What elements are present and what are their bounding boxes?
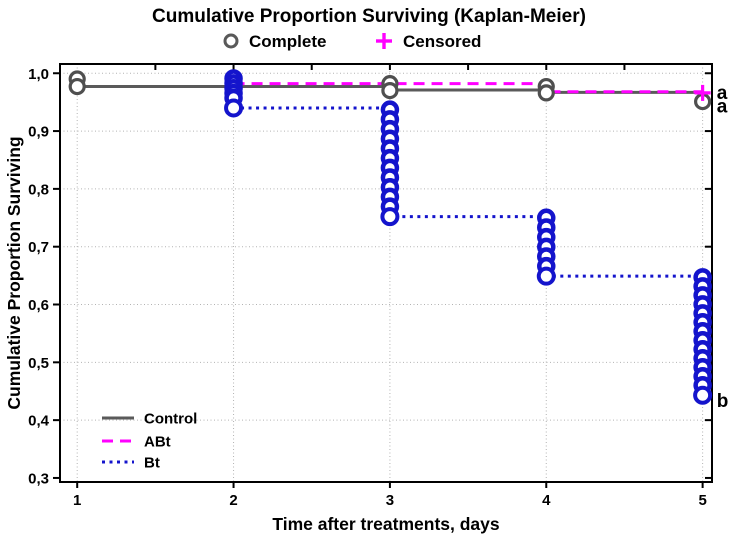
significance-letter: a: [717, 83, 728, 104]
x-axis-title: Time after treatments, days: [272, 514, 500, 534]
cluster-bottom-circle: [536, 266, 556, 286]
complete-marker: [537, 84, 555, 102]
x-tick-label: 1: [73, 492, 81, 509]
y-tick-label: 1,0: [28, 66, 49, 83]
y-tick-label: 0,9: [28, 124, 49, 141]
series-bt-line: [233, 106, 703, 278]
y-tick-label: 0,4: [28, 413, 50, 430]
data-layer: aa b: [68, 69, 729, 412]
complete-marker: [381, 81, 399, 100]
y-axis-title: Cumulative Proportion Surviving: [4, 136, 24, 409]
censored-marker-icon: [376, 33, 392, 49]
censored-legend-label: Censored: [403, 32, 481, 51]
plot-frame: [59, 63, 713, 483]
cluster-bottom-circle: [693, 385, 713, 405]
legend-series-label: Bt: [144, 455, 160, 472]
chart-title: Cumulative Proportion Surviving (Kaplan-…: [152, 6, 586, 27]
x-tick-label: 4: [542, 492, 551, 509]
cluster-bottom-circle: [224, 98, 244, 118]
complete-marker: [68, 77, 86, 96]
series-legend: Control ABt Bt: [102, 411, 197, 472]
y-tick-label: 0,7: [28, 239, 49, 256]
axis-layer: 1,0 0,9 0,8 0,7 0,6 0,5 0,4 0,3 1 2 3 4 5: [28, 64, 712, 509]
x-tick-label: 3: [386, 492, 394, 509]
significance-letter: b: [717, 391, 729, 412]
x-tick-label: 2: [229, 492, 237, 509]
cluster-bottom-circle: [380, 207, 400, 227]
complete-legend-label: Complete: [249, 32, 326, 51]
y-tick-label: 0,5: [28, 355, 49, 372]
y-tick-label: 0,6: [28, 297, 49, 314]
x-tick-label: 5: [698, 492, 706, 509]
legend-series-label: Control: [144, 411, 197, 428]
legend-series-label: ABt: [144, 434, 171, 451]
top-legend: Complete Censored: [223, 32, 481, 51]
complete-marker-icon: [223, 33, 239, 49]
y-tick-label: 0,8: [28, 181, 49, 198]
significance-letter: a: [717, 97, 728, 118]
y-tick-label: 0,3: [28, 470, 49, 487]
